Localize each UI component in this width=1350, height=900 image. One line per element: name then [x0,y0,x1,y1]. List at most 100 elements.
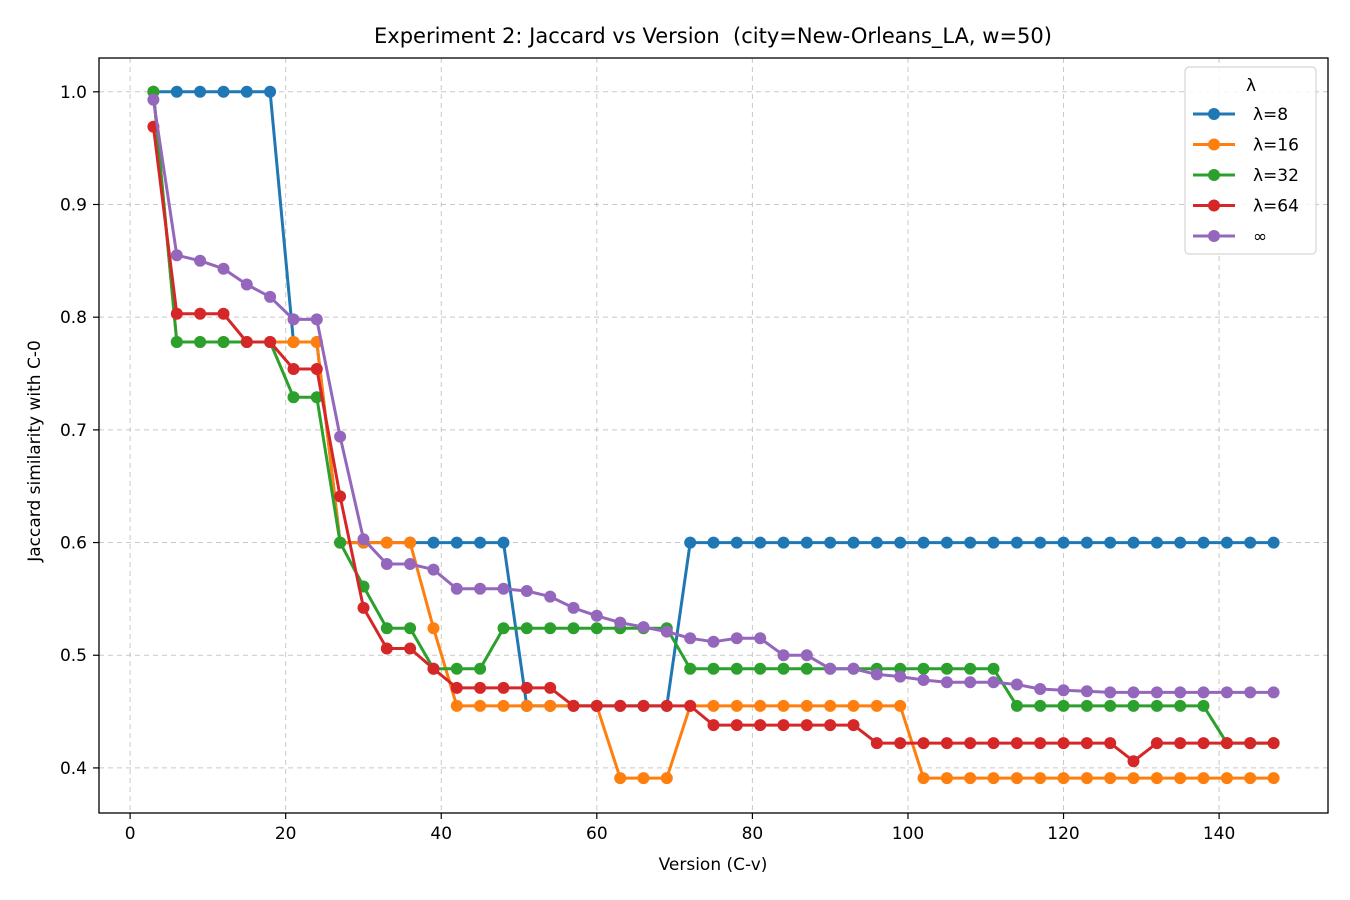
data-point [1104,737,1117,750]
data-point [264,290,277,303]
data-point [450,699,463,712]
data-point [497,536,510,549]
legend-marker [1208,169,1220,181]
data-point [474,681,487,694]
data-point [894,536,907,549]
data-point [730,699,743,712]
data-point [450,681,463,694]
data-point [1127,686,1140,699]
data-point [194,307,207,320]
data-point [707,699,720,712]
data-point [847,699,860,712]
data-point [217,307,230,320]
data-point [590,622,603,635]
data-point [1010,699,1023,712]
data-point [1150,737,1163,750]
data-point [614,616,627,629]
data-point [1174,699,1187,712]
data-point [404,536,417,549]
data-point [754,662,767,675]
data-point [170,336,183,348]
data-point [357,601,370,614]
data-point [1150,536,1163,549]
data-point [754,699,767,712]
data-point [940,772,953,785]
data-point [870,536,883,549]
data-point [1220,737,1233,750]
legend-label: ∞ [1253,227,1267,247]
data-point [964,676,977,689]
data-point [1197,772,1210,785]
data-point [987,662,1000,675]
legend-entry: λ=32 [1193,166,1299,186]
data-point [964,772,977,785]
data-point [194,85,207,98]
data-point [660,699,673,712]
data-point [520,699,533,712]
data-point [380,642,393,655]
data-point [824,662,837,675]
series-5 [147,93,1280,699]
data-point [1150,686,1163,699]
data-point [170,85,183,98]
data-point [800,649,813,662]
data-point [1010,772,1023,785]
data-point [847,662,860,675]
data-point [800,719,813,732]
data-point [637,699,650,712]
data-point [940,676,953,689]
data-point [1174,737,1187,750]
data-point [800,699,813,712]
data-point [730,719,743,732]
data-point [614,772,627,785]
data-point [987,772,1000,785]
data-point [870,699,883,712]
data-point [1080,536,1093,549]
data-point [660,772,673,785]
legend-label: λ=32 [1253,166,1299,186]
data-point [754,632,767,645]
data-point [334,490,347,503]
data-point [240,85,253,98]
data-point [917,674,930,686]
data-point [474,699,487,712]
legend-entry: λ=16 [1193,136,1299,156]
y-tick-label: 0.7 [60,421,87,441]
y-tick-label: 0.5 [60,646,87,666]
data-point [1127,699,1140,712]
data-point [1057,536,1070,549]
data-point [1150,699,1163,712]
data-point [1267,772,1280,785]
data-point [1034,683,1047,695]
data-point [707,635,720,648]
data-point [637,772,650,785]
legend-entries: λ=8 λ=16 λ=32 λ=64 ∞ [1193,105,1299,247]
data-point [894,699,907,712]
data-point [824,719,837,732]
data-point [847,719,860,732]
y-tick-label: 0.8 [60,308,87,328]
data-point [894,670,907,683]
legend-marker [1208,138,1220,151]
x-tick-label: 120 [1047,824,1079,844]
data-point [940,737,953,750]
data-point [380,558,393,570]
data-point [800,662,813,675]
data-point [1104,686,1117,699]
data-point [520,681,533,694]
legend-entry: ∞ [1193,227,1267,247]
data-point [1174,536,1187,549]
series-lines [147,85,1280,785]
data-point [1150,772,1163,785]
data-point [1104,772,1117,785]
data-point [707,536,720,549]
data-point [987,676,1000,689]
data-point [684,699,697,712]
legend: λ λ=8 λ=16 λ=32 λ=64 ∞ [1184,66,1317,255]
data-point [217,262,230,275]
data-point [310,313,323,326]
x-axis-label: Version (C-v) [659,855,768,875]
x-tick-label: 20 [275,824,297,844]
